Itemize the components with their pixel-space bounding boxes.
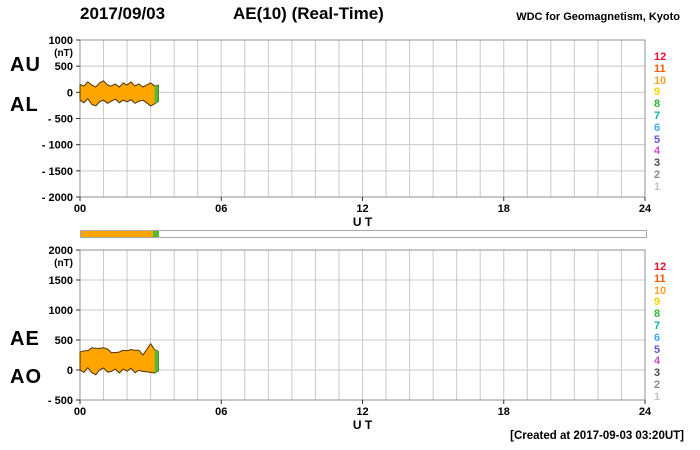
svg-text:- 500: - 500 bbox=[48, 114, 73, 126]
ao-axis-label: AO bbox=[10, 366, 42, 388]
svg-text:1000: 1000 bbox=[49, 305, 73, 317]
station-count-6: 6 bbox=[654, 331, 661, 344]
ae-axis-label: AE bbox=[10, 328, 40, 350]
station-count-11: 11 bbox=[654, 62, 666, 75]
station-count-9: 9 bbox=[654, 296, 661, 309]
created-timestamp: [Created at 2017-09-03 03:20UT] bbox=[510, 430, 684, 442]
availability-segment bbox=[152, 231, 160, 237]
station-count-3: 3 bbox=[654, 157, 661, 170]
data-source-label: WDC for Geomagnetism, Kyoto bbox=[516, 11, 680, 23]
station-count-8: 8 bbox=[654, 98, 661, 111]
station-count-5: 5 bbox=[654, 343, 661, 356]
svg-text:U T: U T bbox=[353, 215, 373, 229]
au-al-chart: 1000 500 0 - 500 - 1000 - 1500 - 2000 (nT) 00 06 1… bbox=[42, 35, 652, 229]
svg-text:- 500: - 500 bbox=[48, 395, 73, 407]
svg-text:0: 0 bbox=[67, 365, 73, 377]
station-count-2: 2 bbox=[654, 378, 661, 391]
station-count-7: 7 bbox=[654, 109, 661, 122]
svg-text:12: 12 bbox=[356, 203, 368, 215]
station-count-scale-bottom: 12 11 10 9 8 7 6 5 4 3 2 1 bbox=[654, 261, 667, 404]
ae-ao-chart: 2000 1500 1000 500 0 - 500 (nT) 00 06 12 18 24 U T bbox=[48, 245, 652, 432]
svg-text:U T: U T bbox=[353, 418, 373, 432]
station-count-9: 9 bbox=[654, 86, 661, 99]
station-count-12: 12 bbox=[654, 51, 667, 63]
station-count-scale-top: 12 11 10 9 8 7 6 5 4 3 2 1 bbox=[654, 51, 667, 194]
al-axis-label: AL bbox=[10, 94, 39, 116]
svg-text:18: 18 bbox=[498, 406, 510, 418]
svg-text:1500: 1500 bbox=[49, 275, 73, 287]
station-count-4: 4 bbox=[654, 145, 661, 158]
station-count-1: 1 bbox=[654, 390, 661, 403]
svg-text:1000: 1000 bbox=[49, 35, 73, 47]
station-count-12: 12 bbox=[654, 261, 667, 273]
station-count-10: 10 bbox=[654, 74, 667, 87]
station-count-5: 5 bbox=[654, 133, 661, 146]
station-count-4: 4 bbox=[654, 355, 661, 368]
svg-text:24: 24 bbox=[639, 203, 652, 215]
svg-text:00: 00 bbox=[74, 406, 86, 418]
svg-text:- 2000: - 2000 bbox=[42, 192, 73, 204]
svg-text:00: 00 bbox=[74, 203, 86, 215]
svg-text:500: 500 bbox=[55, 335, 73, 347]
station-count-8: 8 bbox=[654, 308, 661, 321]
svg-text:(nT): (nT) bbox=[54, 258, 73, 269]
station-count-3: 3 bbox=[654, 367, 661, 380]
station-count-10: 10 bbox=[654, 284, 667, 297]
svg-text:24: 24 bbox=[639, 406, 652, 418]
svg-text:12: 12 bbox=[356, 406, 368, 418]
station-count-7: 7 bbox=[654, 319, 661, 332]
svg-text:0: 0 bbox=[67, 87, 73, 99]
plot-date: 2017/09/03 bbox=[80, 4, 166, 23]
availability-segment bbox=[81, 231, 153, 237]
station-count-2: 2 bbox=[654, 168, 661, 181]
svg-text:- 1500: - 1500 bbox=[42, 166, 73, 178]
station-count-1: 1 bbox=[654, 180, 661, 193]
svg-text:06: 06 bbox=[215, 406, 227, 418]
station-count-6: 6 bbox=[654, 121, 661, 134]
svg-text:500: 500 bbox=[55, 61, 73, 73]
svg-text:18: 18 bbox=[498, 203, 510, 215]
station-count-11: 11 bbox=[654, 272, 666, 285]
plot-title: AE(10) (Real-Time) bbox=[233, 4, 384, 23]
svg-text:2000: 2000 bbox=[49, 245, 73, 257]
svg-text:(nT): (nT) bbox=[54, 48, 73, 59]
au-axis-label: AU bbox=[10, 54, 41, 76]
svg-text:- 1000: - 1000 bbox=[42, 140, 73, 152]
svg-text:06: 06 bbox=[215, 203, 227, 215]
data-availability-bar bbox=[80, 230, 647, 238]
